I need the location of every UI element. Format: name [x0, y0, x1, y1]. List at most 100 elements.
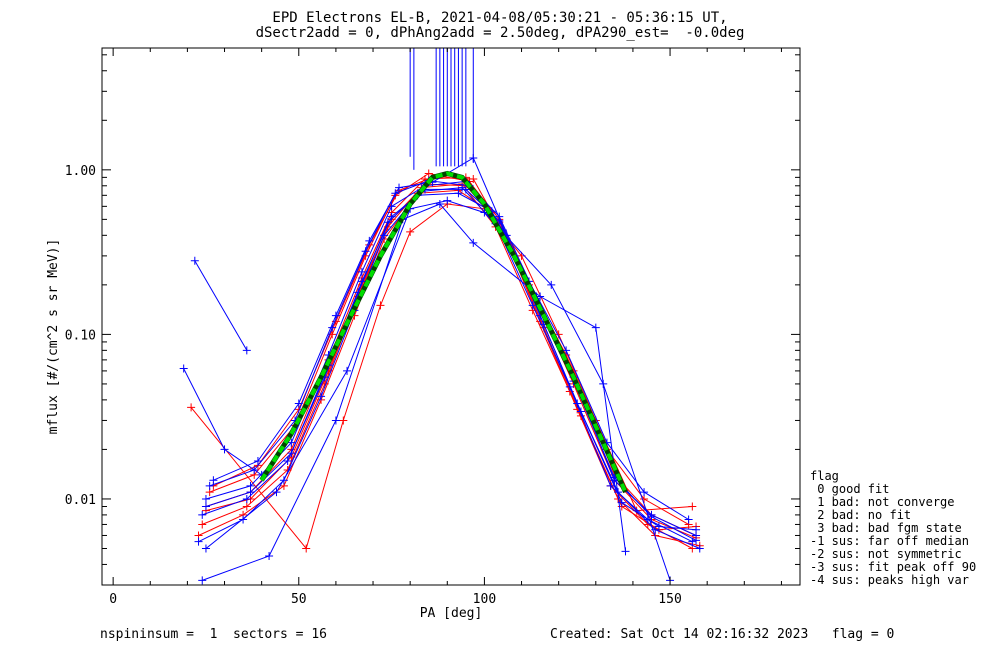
chart-title-line1: EPD Electrons EL-B, 2021-04-08/05:30:21 …	[272, 10, 728, 26]
data-point-plus	[591, 323, 600, 332]
series-line-blue	[198, 192, 689, 543]
data-point-plus	[331, 311, 340, 320]
legend-item: 3 bad: bad fgm state	[810, 521, 962, 535]
data-point-plus	[688, 537, 697, 546]
fit-curve	[259, 171, 628, 493]
footer-left-info: nspininsum = 1 sectors = 16	[100, 627, 327, 642]
data-point-plus	[242, 494, 251, 503]
y-axis-label: mflux [#/(cm^2 s sr MeV)]	[46, 239, 61, 435]
data-point-plus	[294, 399, 303, 408]
data-point-plus	[209, 476, 218, 485]
data-point-plus	[220, 445, 229, 454]
data-point-plus	[205, 481, 214, 490]
data-point-plus	[599, 379, 608, 388]
data-point-plus	[469, 238, 478, 247]
legend-item: -3 sus: fit peak off 90	[810, 560, 977, 574]
legend-item: -2 sus: not symmetric	[810, 547, 962, 561]
series-line-blue	[194, 260, 248, 351]
data-point-plus	[547, 280, 556, 289]
data-point-plus	[239, 515, 248, 524]
data-point-plus	[365, 236, 374, 245]
x-axis-label: PA [deg]	[420, 606, 483, 621]
legend-title: flag	[810, 469, 839, 483]
data-point-plus	[287, 449, 296, 458]
data-point-plus	[469, 154, 478, 163]
data-point-plus	[406, 227, 415, 236]
plot-area: 0 50 100 150 0.01 0.10 1.00 PA [deg] mflux [#/(c…	[46, 47, 801, 621]
data-point-plus	[424, 169, 433, 178]
x-tick-label: 100	[473, 592, 496, 607]
data-point-plus	[640, 488, 649, 497]
series-line-blue	[205, 200, 671, 581]
data-point-plus	[179, 364, 188, 373]
data-point-plus	[640, 494, 649, 503]
data-point-plus	[187, 403, 196, 412]
y-tick-label: 1.00	[65, 164, 96, 179]
data-point-plus	[454, 189, 463, 198]
data-point-plus	[317, 392, 326, 401]
data-point-plus	[684, 515, 693, 524]
data-point-plus	[692, 536, 701, 545]
data-point-plus	[395, 183, 404, 192]
data-point-plus	[250, 465, 259, 474]
data-point-plus	[194, 537, 203, 546]
footer-created-info: Created: Sat Oct 14 02:16:32 2023 flag =…	[550, 627, 895, 642]
y-tick-label: 0.01	[65, 493, 96, 508]
data-point-plus	[576, 407, 585, 416]
data-point-plus	[606, 481, 615, 490]
data-point-plus	[435, 199, 444, 208]
data-point-plus	[536, 292, 545, 301]
series-line-blue	[205, 188, 697, 541]
data-point-plus	[357, 277, 366, 286]
legend-item: -4 sus: peaks high var	[810, 573, 969, 587]
data-point-plus	[562, 346, 571, 355]
data-point-plus	[198, 520, 207, 529]
data-point-plus	[246, 488, 255, 497]
data-point-plus	[198, 510, 207, 519]
y-tick-label: 0.10	[65, 328, 96, 343]
legend-item: 2 bad: no fit	[810, 508, 912, 522]
x-tick-label: 50	[291, 592, 307, 607]
data-point-plus	[242, 502, 251, 511]
x-tick-label: 0	[109, 592, 117, 607]
data-point-plus	[339, 416, 348, 425]
series-line-blue	[213, 157, 697, 531]
data-point-plus	[302, 544, 311, 553]
data-point-plus	[242, 346, 251, 355]
legend-item: -1 sus: far off median	[810, 534, 969, 548]
legend-item: 0 good fit	[810, 482, 890, 496]
fit-curve-shadow	[259, 170, 628, 494]
series-line-blue	[202, 203, 626, 581]
data-point-plus	[287, 438, 296, 447]
data-point-plus	[387, 212, 396, 221]
data-point-plus	[343, 366, 352, 375]
data-point-plus	[654, 522, 663, 531]
plot-frame	[101, 47, 801, 586]
data-point-plus	[688, 502, 697, 511]
data-point-plus	[201, 544, 210, 553]
data-point-plus	[283, 457, 292, 466]
data-point-plus	[443, 196, 452, 205]
data-point-plus	[621, 547, 630, 556]
data-point-plus	[461, 185, 470, 194]
series-line-blue	[205, 180, 697, 536]
data-point-plus	[469, 174, 478, 183]
data-point-plus	[201, 502, 210, 511]
data-point-plus	[357, 267, 366, 276]
data-point-plus	[253, 457, 262, 466]
chart-title-line2: dSectr2add = 0, dPhAng2add = 2.50deg, dP…	[255, 25, 745, 41]
data-point-plus	[695, 544, 704, 553]
data-point-plus	[272, 488, 281, 497]
data-point-plus	[331, 416, 340, 425]
data-point-plus	[265, 552, 274, 561]
data-point-plus	[376, 301, 385, 310]
legend-item: 1 bad: not converge	[810, 495, 955, 509]
data-point-plus	[190, 256, 199, 265]
data-point-plus	[201, 494, 210, 503]
series-line-blue	[183, 368, 262, 476]
x-tick-label: 150	[658, 592, 681, 607]
data-point-plus	[198, 576, 207, 585]
data-point-plus	[692, 525, 701, 534]
axes: 0 50 100 150 0.01 0.10 1.00 PA [deg] mflux [#/(c…	[46, 48, 800, 621]
